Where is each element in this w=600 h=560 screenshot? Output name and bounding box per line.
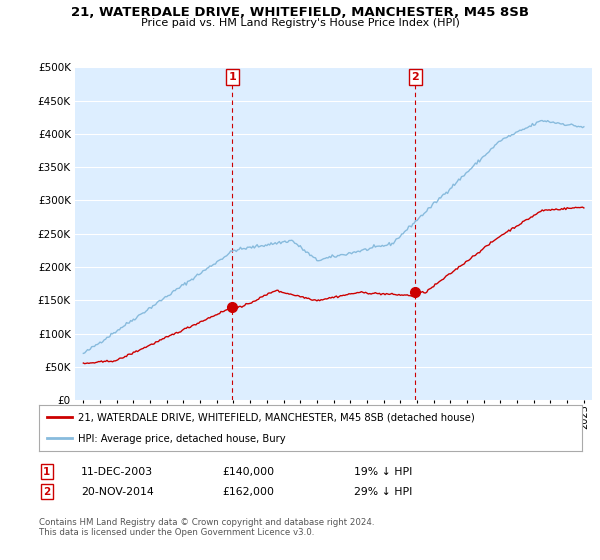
Text: 2: 2 xyxy=(412,72,419,82)
Text: 2: 2 xyxy=(43,487,50,497)
Text: 19% ↓ HPI: 19% ↓ HPI xyxy=(354,466,412,477)
Text: 20-NOV-2014: 20-NOV-2014 xyxy=(81,487,154,497)
Text: 21, WATERDALE DRIVE, WHITEFIELD, MANCHESTER, M45 8SB: 21, WATERDALE DRIVE, WHITEFIELD, MANCHES… xyxy=(71,6,529,18)
Text: £162,000: £162,000 xyxy=(222,487,274,497)
Text: Contains HM Land Registry data © Crown copyright and database right 2024.
This d: Contains HM Land Registry data © Crown c… xyxy=(39,518,374,538)
Text: 1: 1 xyxy=(43,466,50,477)
Text: HPI: Average price, detached house, Bury: HPI: Average price, detached house, Bury xyxy=(78,434,286,444)
Text: 1: 1 xyxy=(229,72,236,82)
Text: 11-DEC-2003: 11-DEC-2003 xyxy=(81,466,153,477)
Text: 21, WATERDALE DRIVE, WHITEFIELD, MANCHESTER, M45 8SB (detached house): 21, WATERDALE DRIVE, WHITEFIELD, MANCHES… xyxy=(78,413,475,423)
Text: Price paid vs. HM Land Registry's House Price Index (HPI): Price paid vs. HM Land Registry's House … xyxy=(140,18,460,28)
Text: £140,000: £140,000 xyxy=(222,466,274,477)
Text: 29% ↓ HPI: 29% ↓ HPI xyxy=(354,487,412,497)
